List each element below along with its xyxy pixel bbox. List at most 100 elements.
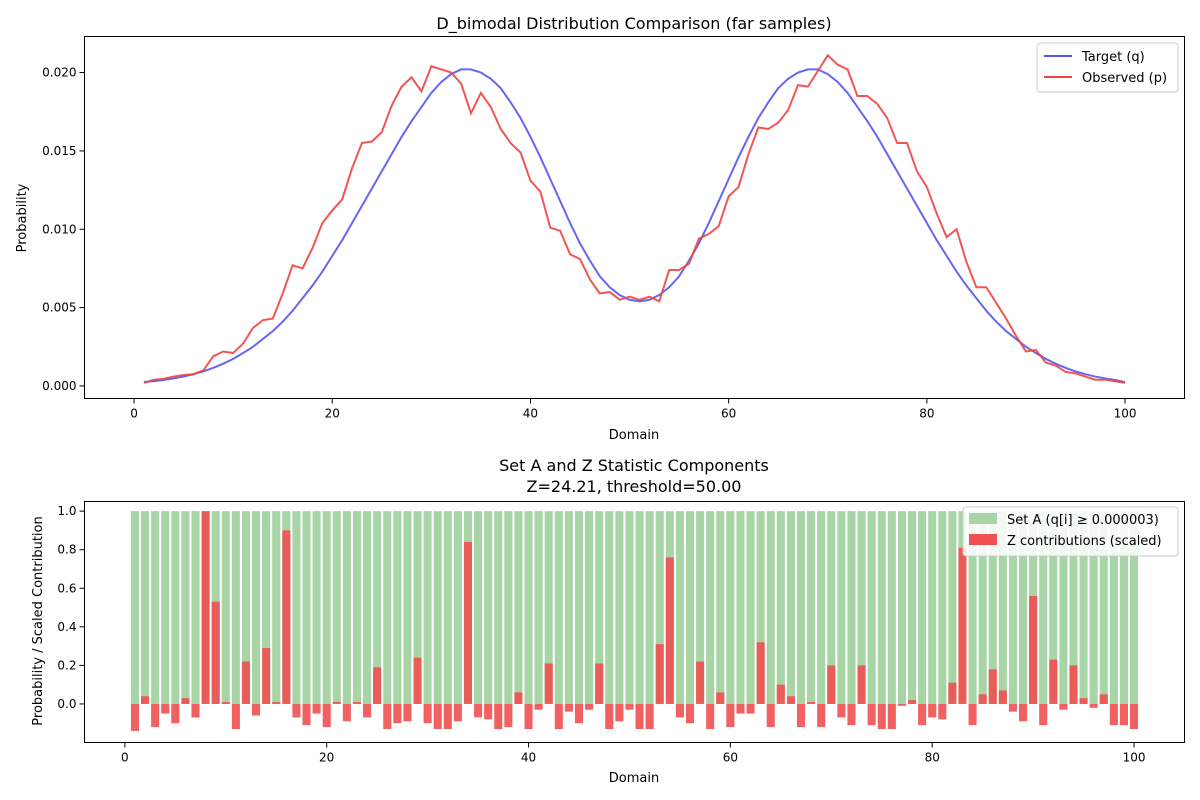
z-contribution-bar [585,703,594,710]
set-a-bar [928,511,937,704]
z-contribution-bar [433,703,442,729]
set-a-bar [221,511,230,704]
z-contribution-bar [211,601,220,704]
x-tick-label: 60 [723,751,738,765]
set-a-bar [554,511,563,704]
set-a-bar [544,511,553,704]
z-contribution-bar [252,703,261,716]
set-a-bar [1039,511,1048,704]
z-contribution-bar [655,644,664,704]
z-contribution-bar [141,696,150,704]
x-tick-label: 80 [919,407,934,421]
legend-swatch-z-contrib [969,534,997,545]
set-a-bar [151,511,160,704]
top-chart-x-axis-label: Domain [609,428,659,443]
z-contribution-bar [837,703,846,718]
set-a-bar [746,511,755,704]
set-a-bar [1069,511,1078,704]
z-contribution-bar [151,703,160,728]
z-contribution-bar [645,703,654,729]
z-contribution-bar [1029,595,1038,704]
z-contribution-bar [1119,703,1128,726]
y-tick-label: 0.020 [42,66,76,80]
set-a-bar [736,511,745,704]
z-contribution-bar [907,700,917,704]
z-contribution-bar [948,682,957,704]
set-a-bar [1059,511,1068,704]
z-contribution-bar [363,703,372,718]
set-a-bar [474,511,483,704]
y-tick-label: 0.8 [57,543,76,557]
set-a-bar [181,511,190,704]
z-contribution-bar [231,703,240,729]
set-a-bar [352,511,362,704]
z-contribution-bar [897,703,906,706]
x-tick-label: 20 [319,751,334,765]
z-contribution-bar [262,648,271,704]
set-a-bar [1099,511,1108,704]
set-a-bar [363,511,372,704]
z-contribution-bar [756,642,765,704]
set-a-bar [322,511,331,704]
z-contribution-bar [413,657,422,704]
z-contribution-bar [292,703,301,718]
z-contribution-bar [776,684,785,704]
legend-swatch-set-a [969,513,997,524]
z-contribution-bar [201,511,210,704]
top-chart-title: D_bimodal Distribution Comparison (far s… [436,14,831,34]
set-a-bar [534,511,543,704]
x-tick-label: 100 [1114,407,1137,421]
legend-label-z-contrib: Z contributions (scaled) [1007,534,1162,549]
set-a-bar [625,511,634,704]
set-a-bar [776,511,785,704]
z-contribution-bar [807,702,816,704]
set-a-bar [514,511,523,704]
y-tick-label: 0.4 [57,620,76,634]
set-a-bar [998,511,1007,704]
z-contribution-bar [1019,703,1028,722]
set-a-bar [262,511,271,704]
z-contribution-bar [484,703,493,720]
set-a-bar [756,511,765,704]
z-contribution-bar [605,703,614,729]
set-a-bar [726,511,735,704]
set-a-bar [857,511,866,704]
set-a-bar [504,511,513,704]
z-contribution-bar [928,703,937,718]
y-tick-label: 0.6 [57,581,76,595]
top-chart-legend: Target (q) Observed (p) [1036,42,1179,93]
z-contribution-bar [554,703,563,729]
z-contribution-bar [1059,703,1068,710]
bottom-chart-legend: Set A (q[i] ≥ 0.000003) Z contributions … [962,506,1179,557]
set-a-bar [968,511,977,704]
set-a-bar [635,511,644,704]
set-a-bar [786,511,795,704]
set-a-bar [302,511,311,704]
top-chart-plot-area [143,53,1126,384]
z-contribution-bar [696,661,705,704]
top-chart-y-ticks: 0.000 0.005 0.010 0.015 0.020 [42,66,85,393]
set-a-bar [141,511,150,704]
z-contribution-bar [453,703,462,722]
set-a-bar [1130,511,1139,704]
z-contribution-bar [998,690,1007,704]
x-tick-label: 0 [130,407,138,421]
set-a-bar [696,511,705,704]
z-contribution-bar [130,703,139,731]
z-contribution-bar [1008,703,1017,712]
set-a-bar [605,511,614,704]
set-a-bar [332,511,341,704]
z-contribution-bar [847,703,856,726]
set-a-bar [171,511,180,704]
z-contribution-bar [796,703,806,728]
series-line-observed [143,53,1126,384]
set-a-bar [161,511,170,704]
z-contribution-bar [1109,703,1118,726]
set-a-bar [877,511,886,704]
z-contribution-bar [474,703,483,718]
z-contribution-bar [988,669,997,704]
legend-label-set-a: Set A (q[i] ≥ 0.000003) [1007,513,1159,528]
y-tick-label: 1.0 [57,504,76,518]
z-contribution-bar [1089,703,1098,708]
z-contribution-bar [423,703,432,724]
